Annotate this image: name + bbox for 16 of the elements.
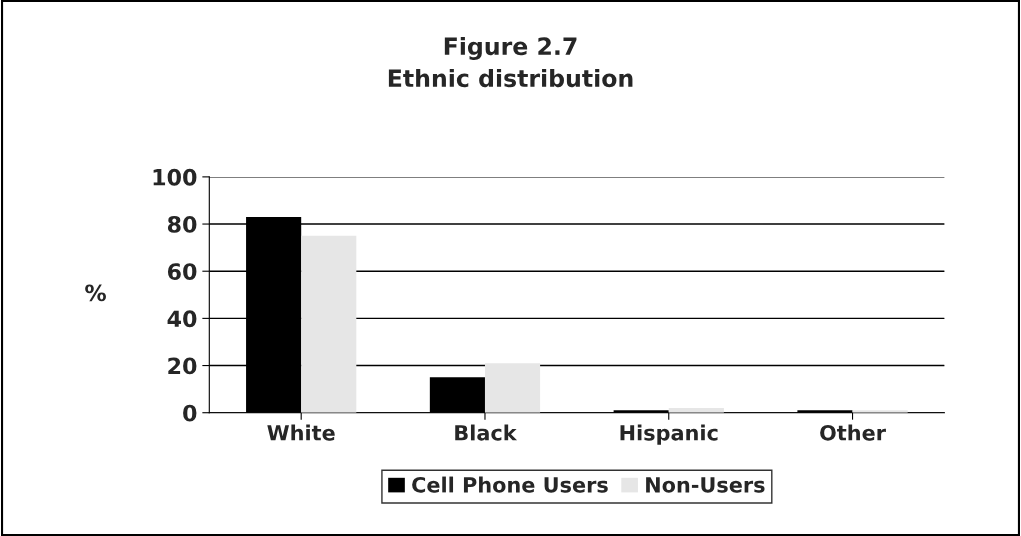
x-tick-label: Black bbox=[455, 424, 518, 441]
y-axis-title: % bbox=[85, 284, 106, 302]
y-tick-label: 20 bbox=[168, 357, 197, 375]
y-tick-label: 40 bbox=[167, 310, 197, 328]
x-tick-label: White bbox=[267, 424, 335, 441]
bar bbox=[484, 363, 541, 413]
y-tick-label: 0 bbox=[183, 404, 197, 422]
x-tick-label: Other bbox=[820, 424, 886, 441]
legend-label: Non-Users bbox=[646, 477, 765, 493]
y-tick-label: 80 bbox=[167, 216, 197, 233]
chart-title: Figure 2.7 Ethnic distribution bbox=[388, 36, 633, 88]
y-tick-label: 100 bbox=[153, 168, 197, 186]
bar bbox=[301, 235, 357, 413]
y-tick-label: 60 bbox=[167, 263, 197, 280]
x-tick-label: Hispanic bbox=[620, 424, 718, 445]
legend-label: Cell Phone Users bbox=[412, 476, 608, 493]
